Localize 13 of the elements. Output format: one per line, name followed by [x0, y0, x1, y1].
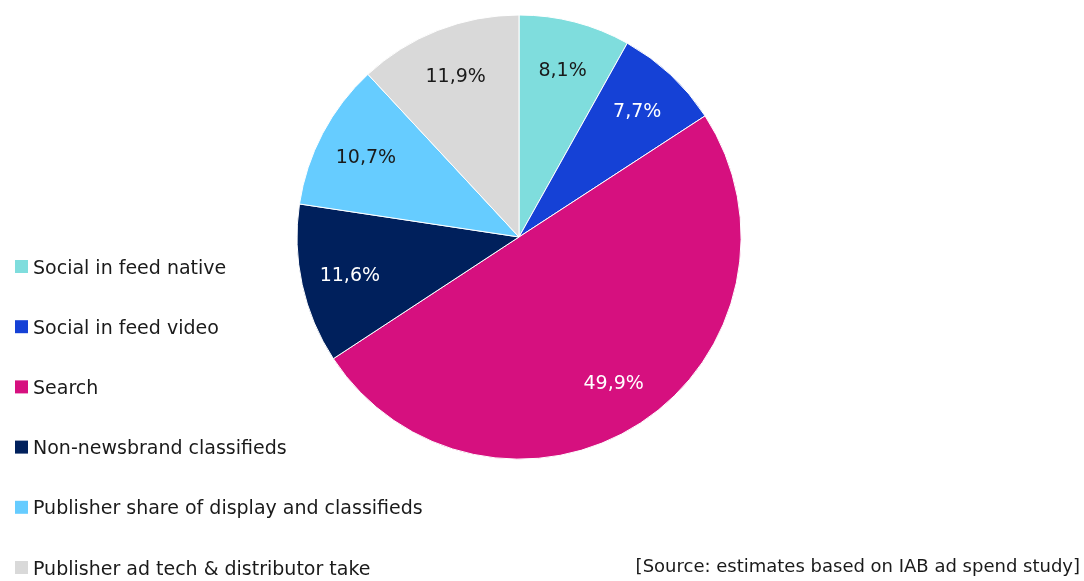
legend-label: Search [33, 376, 99, 399]
legend-label: Publisher ad tech & distributor take [33, 556, 371, 579]
legend-label: Non-newsbrand classifieds [33, 436, 287, 459]
legend-label: Social in feed video [33, 315, 219, 338]
legend-label: Publisher share of display and classifieds [33, 496, 423, 519]
data-label: 8,1% [538, 58, 587, 81]
data-label: 11,6% [319, 262, 381, 285]
data-label: 10,7% [335, 144, 397, 167]
data-label: 11,9% [425, 64, 486, 87]
data-label: 7,7% [613, 99, 662, 122]
legend-label: Social in feed native [33, 255, 227, 278]
text: [Source: estimates based on IAB ad spend study] [635, 555, 1080, 576]
data-label: 49,9% [583, 370, 644, 393]
